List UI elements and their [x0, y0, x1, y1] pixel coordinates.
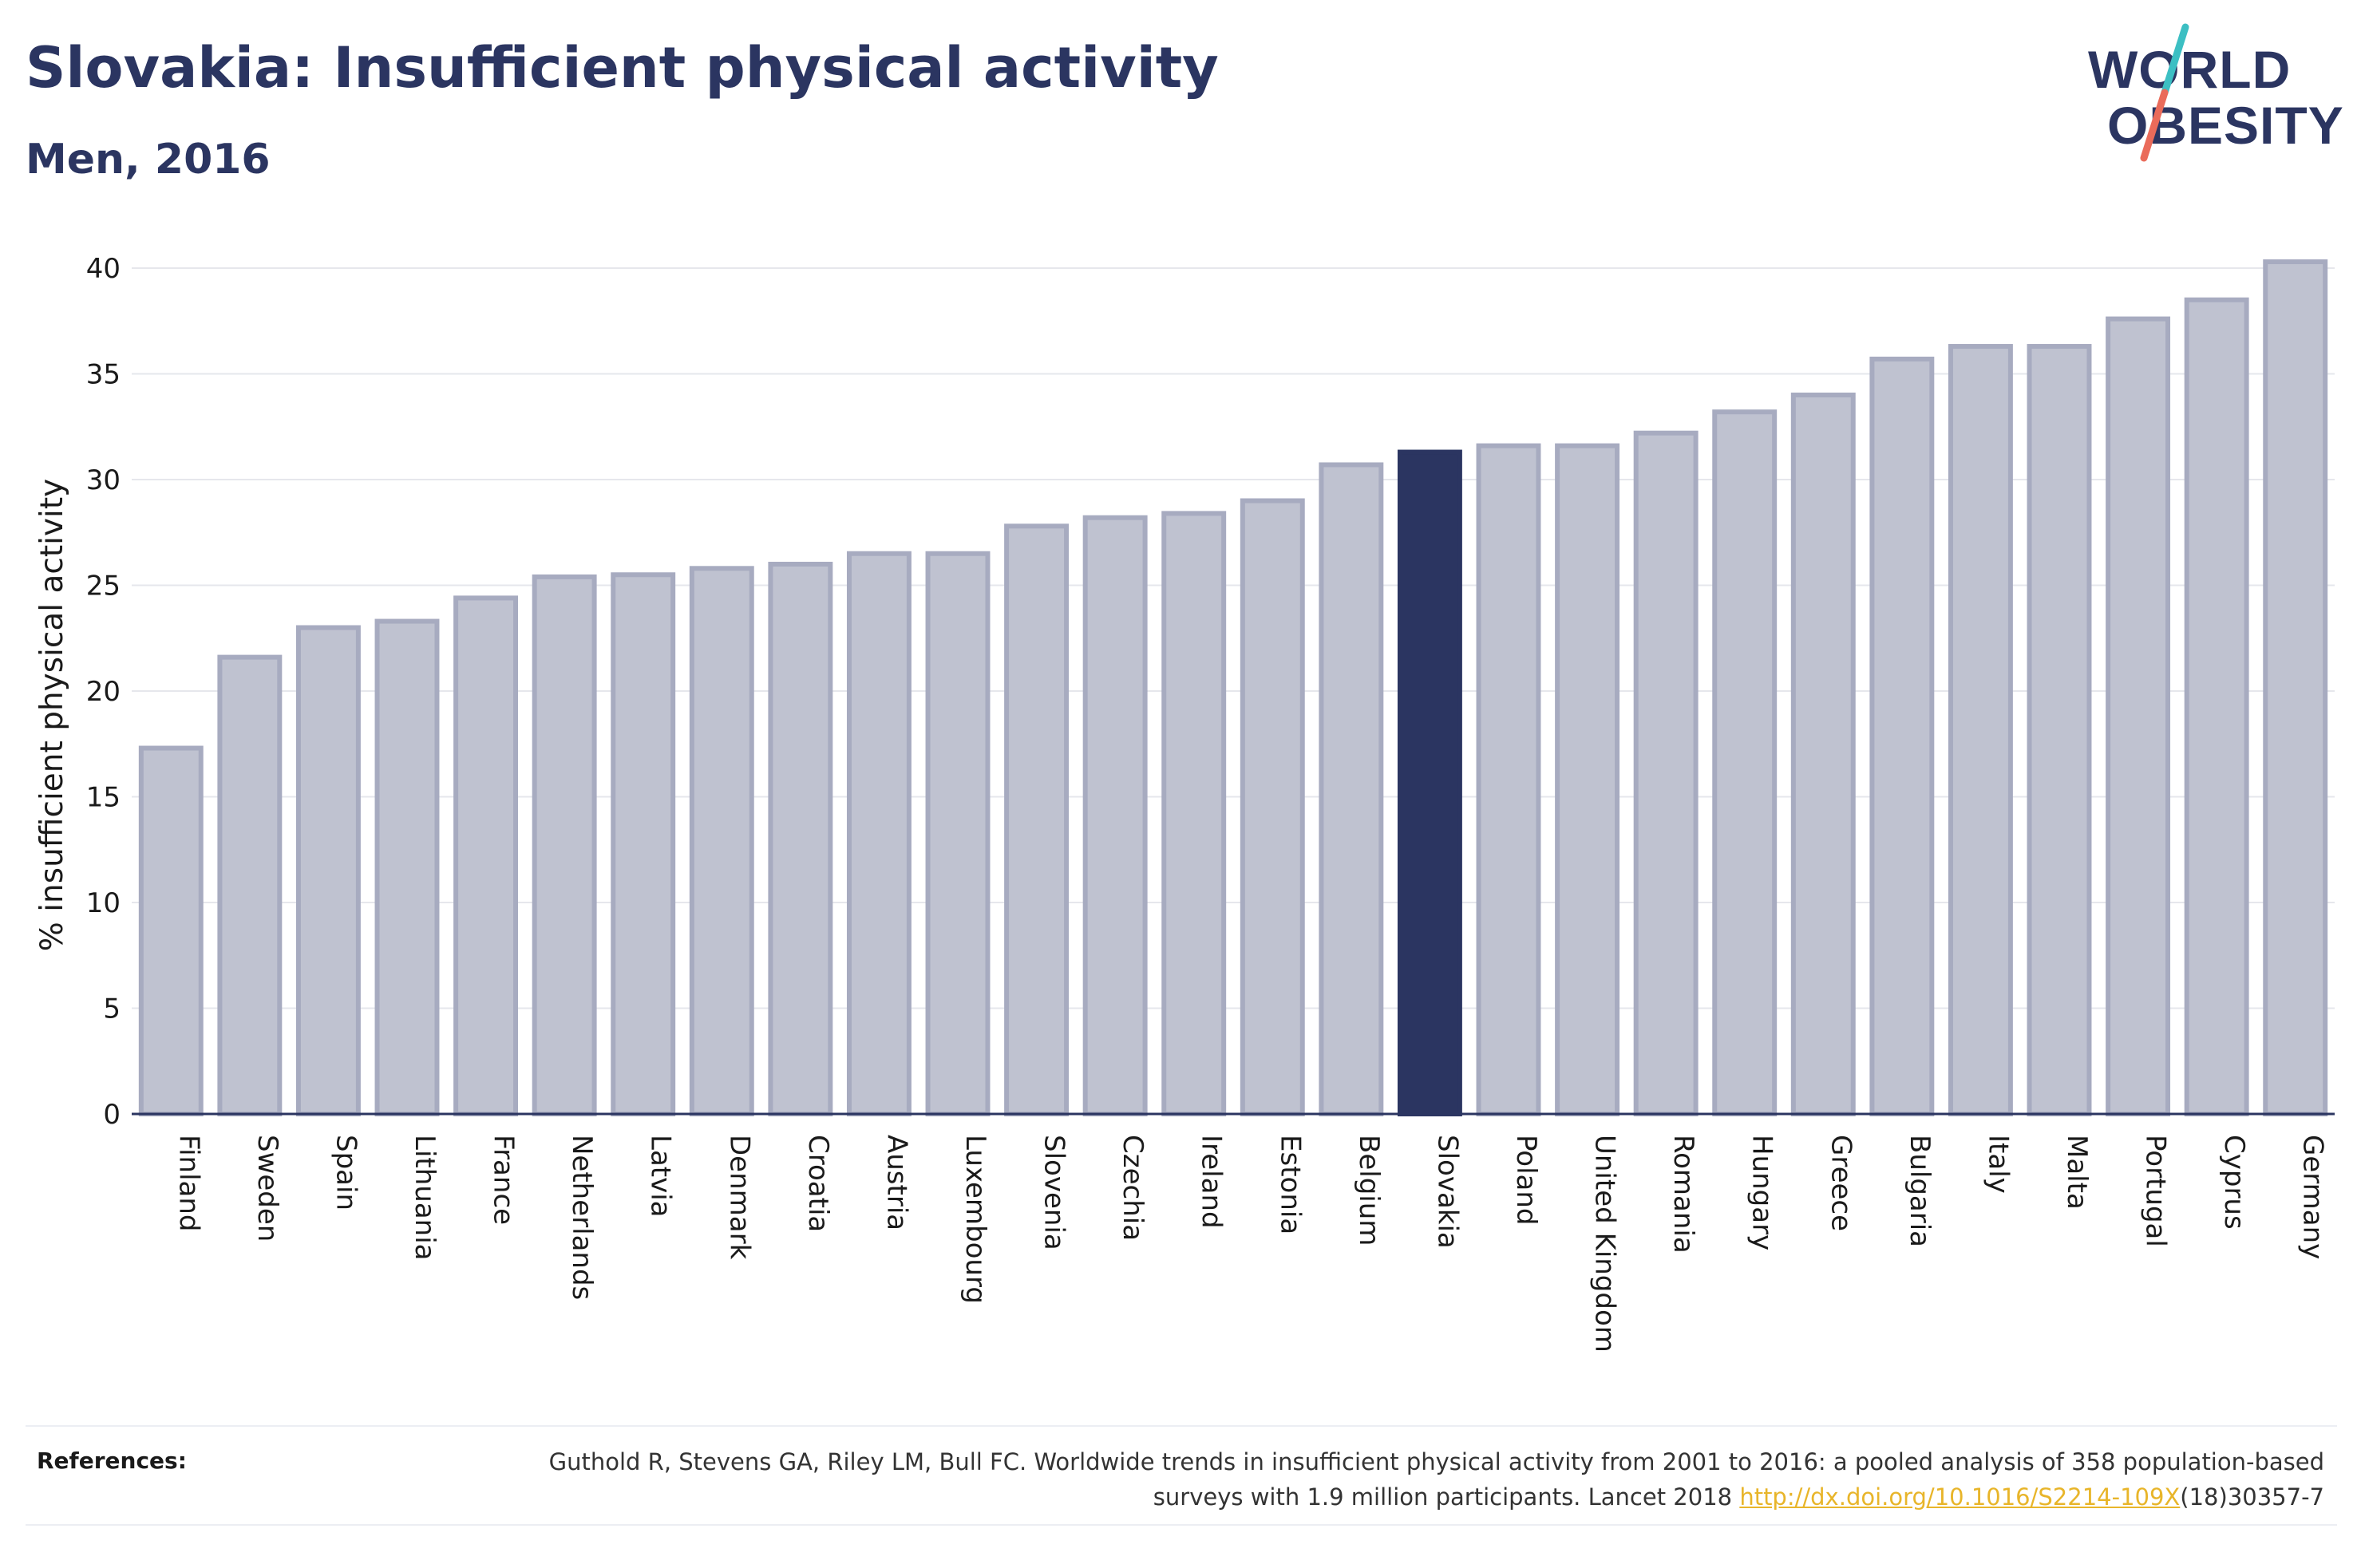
bar-france [453, 595, 519, 1116]
logo-slash-teal [2161, 23, 2189, 97]
y-tick-label: 0 [103, 1099, 121, 1131]
bar-latvia [611, 572, 676, 1116]
x-tick-label: Poland [1510, 1135, 1542, 1226]
bar-poland [1476, 443, 1541, 1116]
x-tick-label: Portugal [2140, 1135, 2172, 1247]
y-tick-label: 20 [86, 676, 121, 708]
bar-greece [1790, 393, 1856, 1116]
x-tick-label: Spain [330, 1135, 362, 1211]
x-tick-label: Romania [1667, 1135, 1699, 1254]
x-tick-label: Austria [880, 1135, 912, 1230]
x-tick-label: Finland [172, 1135, 204, 1232]
x-tick-label: Italy [1982, 1135, 2014, 1194]
bar-slovenia [1004, 523, 1070, 1116]
x-tick-label: Netherlands [566, 1135, 598, 1300]
references-top-rule [26, 1425, 2337, 1427]
bar-czechia [1082, 515, 1148, 1116]
x-tick-label: France [488, 1135, 520, 1225]
bar-portugal [2106, 316, 2171, 1117]
x-tick-label: Lithuania [409, 1135, 441, 1260]
x-tick-label: Cyprus [2218, 1135, 2250, 1230]
bar-united-kingdom [1555, 443, 1620, 1116]
x-tick-label: Croatia [802, 1135, 834, 1232]
x-tick-label: Ireland [1196, 1135, 1228, 1229]
x-tick-label: Germany [2297, 1135, 2329, 1259]
x-tick-label: Belgium [1353, 1135, 1385, 1246]
y-tick-label: 5 [103, 993, 121, 1025]
x-tick-label: Bulgaria [1904, 1135, 1936, 1247]
x-tick-label: Denmark [723, 1135, 755, 1260]
bar-netherlands [532, 574, 597, 1116]
bar-cyprus [2184, 297, 2249, 1116]
y-axis-label: % insufficient physical activity [34, 479, 70, 951]
logo-slash-coral [2140, 89, 2169, 162]
bar-germany [2263, 259, 2328, 1116]
bars [138, 259, 2328, 1117]
bar-italy [1948, 344, 2013, 1116]
bar-belgium [1319, 462, 1384, 1116]
x-tick-label: United Kingdom [1589, 1135, 1621, 1353]
bar-ireland [1161, 511, 1227, 1116]
logo-word-world: WORLD [2088, 40, 2291, 99]
bar-croatia [768, 562, 833, 1116]
references-bottom-rule [26, 1524, 2337, 1526]
y-tick-label: 30 [86, 464, 121, 496]
x-tick-label: Greece [1825, 1135, 1857, 1231]
bar-chart: 0 5 10 15 20 25 30 35 40 Finland Sweden Spain Lithu… [34, 253, 2335, 1353]
bar-romania [1633, 430, 1699, 1116]
y-tick-label: 35 [86, 359, 121, 391]
chart-title: Slovakia: Insufficient physical activity [26, 35, 1219, 101]
bar-luxembourg [925, 551, 991, 1116]
y-tick-label: 25 [86, 571, 121, 602]
references-doi-link[interactable]: http://dx.doi.org/10.1016/S2214-109X [1739, 1483, 2181, 1511]
x-tick-label: Hungary [1746, 1135, 1778, 1250]
bar-bulgaria [1869, 356, 1935, 1116]
chart-subtitle: Men, 2016 [26, 136, 271, 184]
bar-lithuania [374, 618, 440, 1116]
y-tick-label: 15 [86, 782, 121, 814]
x-tick-label: Slovakia [1431, 1135, 1463, 1249]
bar-malta [2027, 344, 2092, 1116]
bar-denmark [689, 566, 754, 1116]
x-tick-label: Sweden [251, 1135, 283, 1242]
references-citation: Guthold R, Stevens GA, Riley LM, Bull FC… [548, 1448, 2324, 1511]
references-label: References: [37, 1448, 187, 1474]
bar-estonia [1240, 498, 1305, 1116]
y-tick-label: 40 [86, 253, 121, 285]
references-text: Guthold R, Stevens GA, Riley LM, Bull FC… [488, 1444, 2324, 1515]
x-tick-label: Slovenia [1038, 1135, 1070, 1250]
bar-slovakia [1397, 449, 1462, 1116]
x-tick-label: Estonia [1274, 1135, 1306, 1234]
x-tick-label: Malta [2061, 1135, 2093, 1210]
bar-finland [138, 745, 204, 1116]
world-obesity-logo: WORLD OBESITY [2088, 23, 2343, 162]
y-tick-label: 10 [86, 887, 121, 919]
bar-spain [295, 625, 361, 1116]
x-tick-label: Latvia [645, 1135, 677, 1218]
x-tick-labels: Finland Sweden Spain Lithuania France Netherl… [172, 1135, 2328, 1353]
references-citation-end: (18)30357-7 [2180, 1483, 2324, 1511]
x-tick-label: Czechia [1117, 1135, 1149, 1241]
y-tick-labels: 0 5 10 15 20 25 30 35 40 [86, 253, 121, 1131]
bar-austria [846, 551, 912, 1116]
bar-hungary [1712, 409, 1778, 1116]
x-tick-label: Luxembourg [959, 1135, 991, 1304]
bar-sweden [217, 654, 283, 1116]
